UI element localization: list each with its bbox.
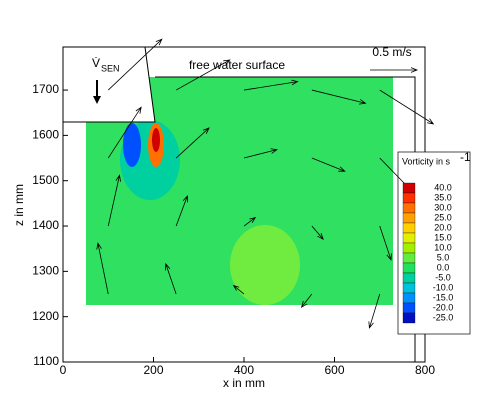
colorbar-label: -20.0: [433, 302, 454, 312]
vector: [243, 79, 299, 91]
vector: [379, 89, 435, 125]
colorbar-label: 40.0: [434, 182, 452, 192]
gate-outline: [63, 46, 156, 123]
vector: [175, 127, 210, 159]
gate-subscript: SEN: [101, 63, 120, 73]
vorticity-field: [86, 77, 393, 305]
colorbar-swatch: [402, 182, 416, 194]
y-axis-label: z in mm: [12, 184, 26, 226]
y-tick-label: 1300: [32, 264, 59, 278]
x-tick-label: 600: [324, 363, 344, 377]
colorbar-label: -25.0: [433, 312, 454, 322]
colorbar-label: 10.0: [434, 242, 452, 252]
colorbar-swatch: [402, 242, 416, 254]
vector: [107, 38, 163, 91]
colorbar-swatch: [402, 202, 416, 214]
vector: [165, 262, 177, 295]
vector: [175, 194, 188, 227]
colorbar-label: 25.0: [434, 212, 452, 222]
vector: [96, 242, 109, 295]
colorbar-swatch: [402, 262, 416, 274]
vector: [243, 148, 278, 159]
field-blob: [123, 123, 141, 167]
y-tick-label: 1500: [32, 173, 59, 187]
x-tick-label: 0: [60, 363, 67, 377]
colorbar-swatch: [402, 212, 416, 224]
colorbar-swatch: [402, 272, 416, 284]
colorbar-label: -10.0: [433, 282, 454, 292]
colorbar-label: 15.0: [434, 232, 452, 242]
y-tick-label: 1200: [32, 309, 59, 323]
vector: [379, 225, 392, 261]
colorbar-swatch: [402, 192, 416, 204]
vector: [311, 89, 367, 105]
vector: [232, 284, 245, 295]
colorbar-label: 35.0: [434, 192, 452, 202]
vector: [107, 106, 142, 159]
gate: [63, 47, 155, 122]
y-tick-label: 1600: [32, 128, 59, 142]
colorbar-swatch: [402, 252, 416, 264]
colorbar-swatch: [402, 232, 416, 244]
vector: [300, 293, 313, 309]
reference-vector: [370, 67, 419, 73]
y-tick-label: 1100: [33, 354, 59, 368]
vector: [311, 225, 324, 241]
colorbar-label: 20.0: [434, 222, 452, 232]
colorbar-swatch: [402, 312, 416, 324]
colorbar-title-superscript: -1: [460, 150, 471, 164]
colorbar-title: Vorticity in s: [402, 156, 451, 166]
vector: [175, 59, 231, 91]
field-blob: [230, 225, 300, 305]
gate-label: V̇: [92, 56, 100, 70]
reference-label: 0.5 m/s: [372, 45, 411, 59]
colorbar-label: 0.0: [437, 262, 450, 272]
annotation: free water surface: [189, 58, 285, 72]
x-tick-label: 200: [143, 363, 163, 377]
colorbar-label: -15.0: [433, 292, 454, 302]
x-tick-label: 400: [234, 363, 254, 377]
y-tick-label: 1400: [32, 218, 59, 232]
colorbar-swatch: [402, 222, 416, 234]
vector: [368, 293, 381, 329]
gate-arrow-head: [93, 96, 101, 104]
vector: [243, 216, 257, 227]
colorbar-label: 5.0: [437, 252, 450, 262]
colorbar-label: -5.0: [435, 272, 451, 282]
x-axis-label: x in mm: [223, 376, 265, 390]
x-tick-label: 800: [415, 363, 435, 377]
field-blob: [152, 128, 160, 152]
colorbar-swatch: [402, 282, 416, 294]
y-tick-label: 1700: [32, 82, 59, 96]
vector: [311, 157, 346, 172]
colorbar-swatch: [402, 302, 416, 314]
colorbar-swatch: [402, 292, 416, 304]
colorbar-label: 30.0: [434, 202, 452, 212]
vector: [107, 174, 121, 227]
